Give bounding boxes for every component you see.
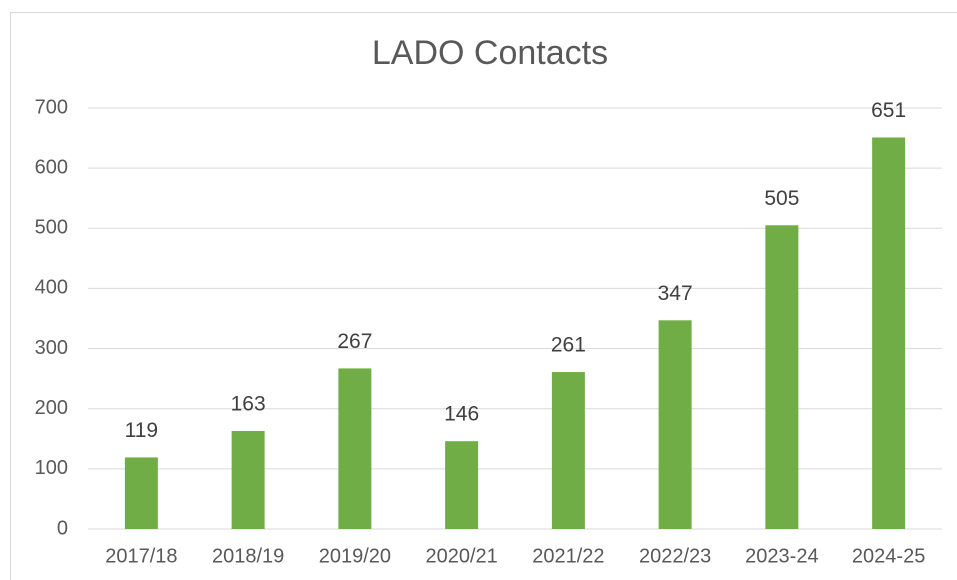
y-tick-label: 600 [35, 156, 68, 178]
x-tick-label: 2023-24 [745, 545, 818, 567]
x-tick-label: 2019/20 [319, 545, 391, 567]
bar [658, 320, 692, 529]
chart-title: LADO Contacts [372, 34, 608, 72]
data-label: 119 [125, 419, 158, 442]
x-tick-label: 2021/22 [532, 545, 604, 567]
data-label: 505 [764, 187, 799, 210]
data-label: 651 [871, 99, 906, 122]
x-tick-label: 2024-25 [852, 545, 925, 567]
data-label: 146 [444, 403, 479, 426]
y-tick-label: 300 [35, 337, 68, 359]
bar [551, 372, 585, 529]
x-tick-label: 2020/21 [425, 545, 497, 567]
data-label: 347 [658, 282, 693, 305]
bar [872, 137, 906, 529]
y-tick-label: 200 [35, 397, 68, 419]
bar [231, 430, 265, 529]
data-label: 163 [231, 393, 266, 416]
x-tick-label: 2017/18 [105, 545, 177, 567]
data-label: 267 [337, 330, 372, 353]
bar [338, 368, 372, 529]
x-tick-label: 2022/23 [639, 545, 711, 567]
bar [124, 457, 158, 529]
y-tick-label: 700 [35, 96, 68, 118]
y-tick-label: 500 [35, 217, 68, 239]
y-tick-label: 400 [35, 277, 68, 299]
x-tick-label: 2018/19 [212, 545, 284, 567]
bar [445, 441, 479, 529]
chart-border [10, 12, 957, 580]
y-tick-label: 100 [35, 457, 68, 479]
y-tick-label: 0 [57, 517, 68, 539]
data-label: 261 [551, 334, 586, 357]
bar [765, 225, 799, 529]
